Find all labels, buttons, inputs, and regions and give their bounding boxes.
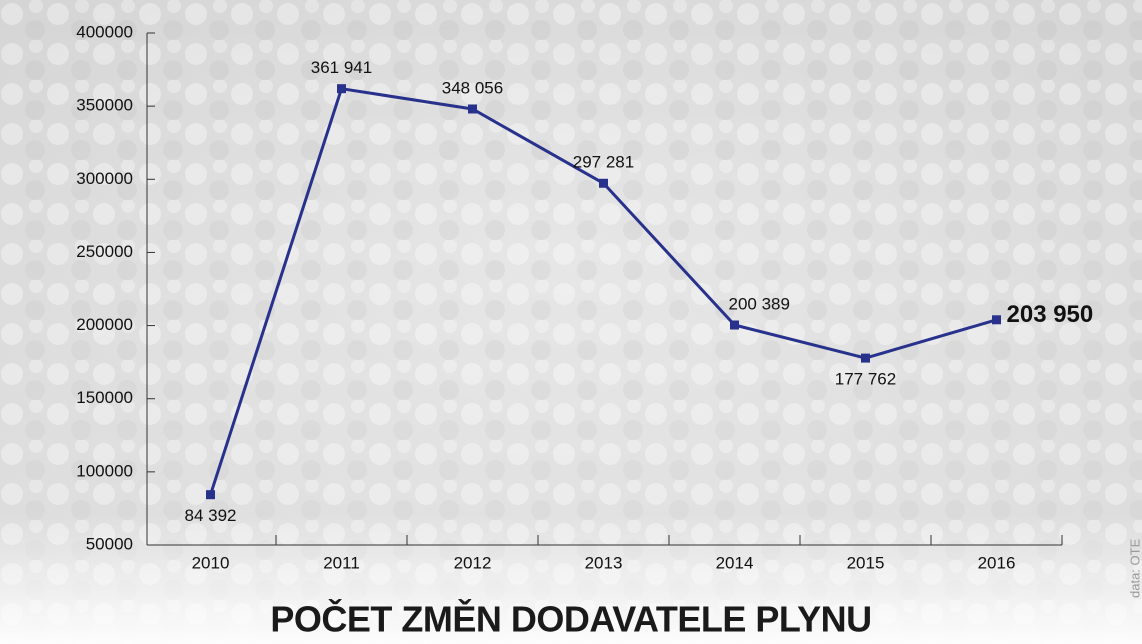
data-point <box>206 490 215 499</box>
x-tick-label: 2014 <box>716 553 754 572</box>
data-point <box>992 315 1001 324</box>
value-label: 361 941 <box>311 58 372 77</box>
data-point <box>337 84 346 93</box>
x-tick-label: 2012 <box>454 553 492 572</box>
y-tick-label: 100000 <box>76 461 133 480</box>
source-note: data: OTE <box>1127 538 1142 598</box>
y-tick-label: 250000 <box>76 242 133 261</box>
value-label: 297 281 <box>573 153 634 172</box>
y-tick-label: 400000 <box>76 22 133 41</box>
y-tick-label: 150000 <box>76 388 133 407</box>
y-tick-label: 50000 <box>86 534 133 553</box>
data-point <box>599 179 608 188</box>
value-label: 84 392 <box>185 506 237 525</box>
data-point <box>730 321 739 330</box>
background-fade <box>0 0 1142 644</box>
page: {"chart_data": {"type": "line", "title":… <box>0 0 1142 644</box>
x-tick-label: 2016 <box>978 553 1016 572</box>
data-point <box>861 354 870 363</box>
y-tick-label: 300000 <box>76 169 133 188</box>
x-tick-label: 2015 <box>847 553 885 572</box>
x-tick-label: 2011 <box>323 553 360 572</box>
y-tick-label: 350000 <box>76 96 133 115</box>
chart: POČET ZMĚN DODAVATELE PLYNU data: OTE 50… <box>0 0 1142 644</box>
chart-title: POČET ZMĚN DODAVATELE PLYNU <box>270 598 871 640</box>
data-point <box>468 104 477 113</box>
value-label: 200 389 <box>729 294 790 313</box>
x-tick-label: 2013 <box>585 553 623 572</box>
value-label: 177 762 <box>835 370 896 389</box>
value-label: 203 950 <box>1007 301 1094 328</box>
y-tick-label: 200000 <box>76 315 133 334</box>
x-tick-label: 2010 <box>192 553 230 572</box>
value-label: 348 056 <box>442 78 503 97</box>
